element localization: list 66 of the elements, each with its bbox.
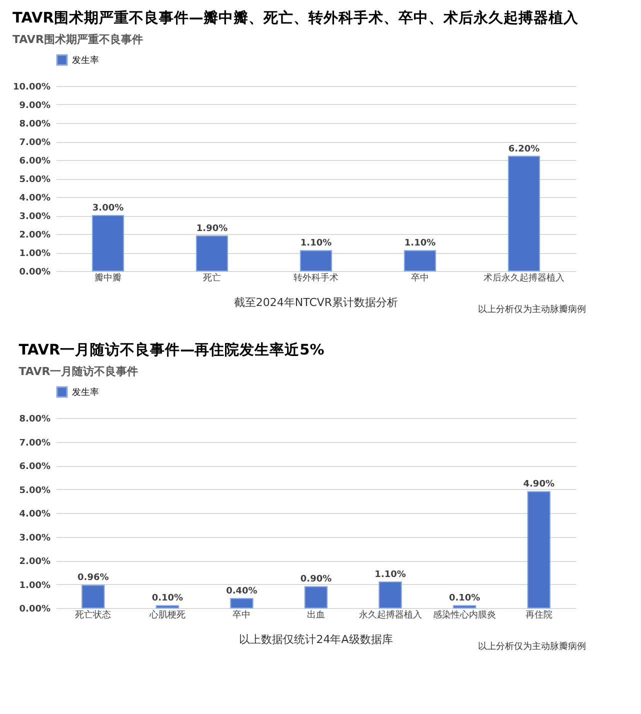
y-tick-label: 1.00% xyxy=(19,249,50,259)
chart-title: TAVR围术期严重不良事件—瓣中瓣、死亡、转外科手术、卒中、术后永久起搏器植入 xyxy=(12,8,580,26)
y-tick-label: 0.00% xyxy=(19,604,50,614)
x-tick-label: 心肌梗死 xyxy=(148,610,186,620)
x-tick-label: 卒中 xyxy=(411,272,429,284)
x-tick-label: 死亡 xyxy=(203,272,221,284)
bar xyxy=(404,250,436,272)
y-tick-label: 2.00% xyxy=(19,557,50,567)
bar xyxy=(196,235,228,272)
bar xyxy=(82,584,105,608)
bar xyxy=(527,491,550,608)
bar xyxy=(156,605,180,608)
data-label: 1.10% xyxy=(300,238,332,249)
data-label: 1.10% xyxy=(404,238,436,249)
y-tick-label: 7.00% xyxy=(19,138,50,148)
y-tick-label: 10.00% xyxy=(13,82,50,92)
text: 截至2024年NTCVR累计数据分析 xyxy=(234,296,398,309)
y-tick-label: 7.00% xyxy=(19,438,50,448)
bar xyxy=(304,586,328,608)
data-label: 0.40% xyxy=(226,586,258,596)
y-tick-label: 9.00% xyxy=(19,101,50,111)
y-tick-label: 8.00% xyxy=(19,414,50,424)
data-label: 0.96% xyxy=(78,573,109,584)
y-tick-label: 5.00% xyxy=(19,486,50,496)
y-tick-label: 2.00% xyxy=(19,230,50,240)
y-tick-label: 3.00% xyxy=(19,533,50,544)
bar xyxy=(300,250,332,272)
data-label: 6.20% xyxy=(508,144,540,154)
legend-label: 发生率 xyxy=(72,387,99,398)
x-tick-label: 永久起搏器植入 xyxy=(358,610,422,620)
y-tick-label: 5.00% xyxy=(19,175,50,185)
data-label: 0.90% xyxy=(300,574,332,585)
bar xyxy=(452,605,476,608)
chart-subtitle: TAVR一月随访不良事件 xyxy=(18,365,138,378)
y-tick-label: 3.00% xyxy=(19,212,50,222)
legend-label: 发生率 xyxy=(72,55,99,66)
x-tick-label: 转外科手术 xyxy=(294,272,338,284)
x-tick-label: 术后永久起搏器植入 xyxy=(484,272,564,284)
data-label: 0.10% xyxy=(448,594,480,604)
x-tick-label: 再住院 xyxy=(525,610,552,620)
data-label: 0.10% xyxy=(152,594,184,604)
x-tick-label: 卒中 xyxy=(232,610,251,620)
text: 以上数据仅统计24年A级数据库 xyxy=(239,633,393,646)
x-tick-label: 出血 xyxy=(307,610,325,620)
y-tick-label: 4.00% xyxy=(19,194,50,204)
data-label: 3.00% xyxy=(92,204,124,214)
y-tick-label: 6.00% xyxy=(19,462,50,472)
y-tick-label: 8.00% xyxy=(19,120,50,130)
chart-subtitle: TAVR围术期严重不良事件 xyxy=(12,33,143,46)
text: 以上分析仅为主动脉瓣病例 xyxy=(478,304,586,315)
data-label: 4.90% xyxy=(523,480,554,490)
x-tick-label: 瓣中瓣 xyxy=(94,272,122,284)
data-label: 1.90% xyxy=(196,224,228,234)
bar xyxy=(378,581,402,608)
x-tick-label: 感染性心内膜炎 xyxy=(433,610,496,620)
bar xyxy=(230,598,254,608)
text: 以上分析仅为主动脉瓣病例 xyxy=(478,641,586,652)
bar xyxy=(508,156,540,272)
x-tick-label: 死亡状态 xyxy=(75,610,112,620)
y-tick-label: 6.00% xyxy=(19,156,50,166)
y-tick-label: 1.00% xyxy=(19,580,50,591)
y-tick-label: 0.00% xyxy=(19,268,50,278)
y-tick-label: 4.00% xyxy=(19,510,50,520)
chart-title: TAVR一月随访不良事件—再住院发生率近5% xyxy=(18,340,325,358)
bar xyxy=(92,215,124,272)
data-label: 1.10% xyxy=(374,570,406,580)
